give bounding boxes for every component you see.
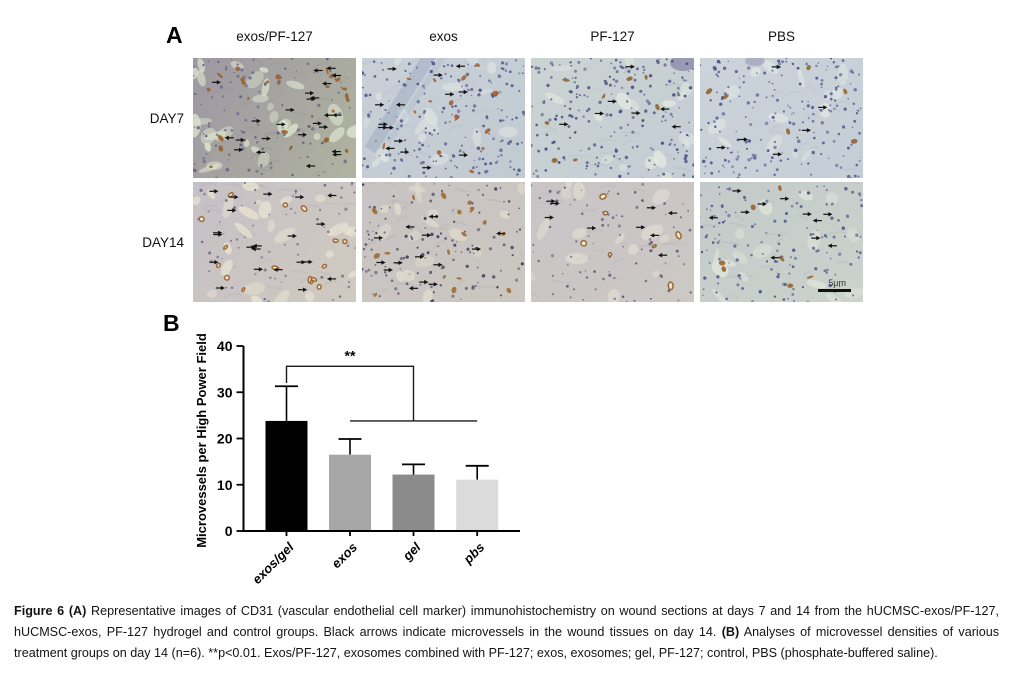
svg-text:30: 30 bbox=[217, 384, 233, 400]
column-header-exos: exos bbox=[429, 29, 458, 44]
histology-image-pbs-day14: 5μm bbox=[700, 182, 863, 302]
bar-chart: exos/gel exos gel pbs 0 10 20 30 40 Microvessels … bbox=[194, 333, 520, 587]
svg-text:0: 0 bbox=[225, 523, 233, 539]
significance-label: ** bbox=[345, 347, 356, 363]
row-label-day14: DAY14 bbox=[142, 235, 184, 250]
histology-image-exos-pf127-day7 bbox=[193, 58, 356, 178]
scale-bar bbox=[818, 289, 851, 292]
row-label-day7: DAY7 bbox=[149, 111, 184, 126]
figure-caption: Figure 6 (A) Representative images of CD… bbox=[14, 601, 999, 664]
column-header-pf127: PF-127 bbox=[590, 29, 635, 44]
histology-image-exos-day14 bbox=[362, 182, 525, 302]
svg-text:40: 40 bbox=[217, 338, 233, 354]
histology-image-exos-day7 bbox=[362, 58, 525, 178]
histology-svg-exos-day7 bbox=[362, 58, 525, 178]
svg-text:pbs: pbs bbox=[460, 540, 488, 568]
histology-svg-pf127-day7 bbox=[531, 58, 694, 178]
histology-image-gel-day14 bbox=[531, 182, 694, 302]
histology-svg-pbs-day7 bbox=[700, 58, 863, 178]
histology-image-pf127-day7 bbox=[531, 58, 694, 178]
histology-svg-gel-day14 bbox=[531, 182, 694, 302]
column-header-pbs: PBS bbox=[767, 29, 795, 44]
svg-text:10: 10 bbox=[217, 477, 233, 493]
histology-svg-exos-gel-day14 bbox=[193, 182, 356, 302]
column-header-exos-pf127: exos/PF-127 bbox=[236, 29, 313, 44]
caption-line-3: treatment groups on day 14 (n=6). **p<0.… bbox=[14, 646, 938, 660]
histology-image-exos-gel-day14 bbox=[193, 182, 356, 302]
svg-text:Microvessels per High Power Fi: Microvessels per High Power Field bbox=[194, 333, 209, 548]
histology-svg-exos-pf127-day7 bbox=[193, 58, 356, 178]
caption-line-1: Figure 6 (A) Representative images of CD… bbox=[14, 604, 999, 618]
svg-text:20: 20 bbox=[217, 431, 233, 447]
histology-svg-exos-day14 bbox=[362, 182, 525, 302]
panel-b-label: B bbox=[163, 310, 180, 336]
histology-svg-pbs-day14: 5μm bbox=[700, 182, 863, 302]
svg-text:exos: exos bbox=[329, 540, 361, 572]
caption-line-2: hUCMSC-exos, PF-127 hydrogel and control… bbox=[14, 625, 1000, 639]
histology-image-pbs-day7 bbox=[700, 58, 863, 178]
scale-bar-label: 5μm bbox=[828, 278, 846, 288]
svg-text:gel: gel bbox=[399, 539, 424, 564]
panel-a-label: A bbox=[166, 22, 183, 48]
svg-text:exos/gel: exos/gel bbox=[249, 539, 297, 587]
